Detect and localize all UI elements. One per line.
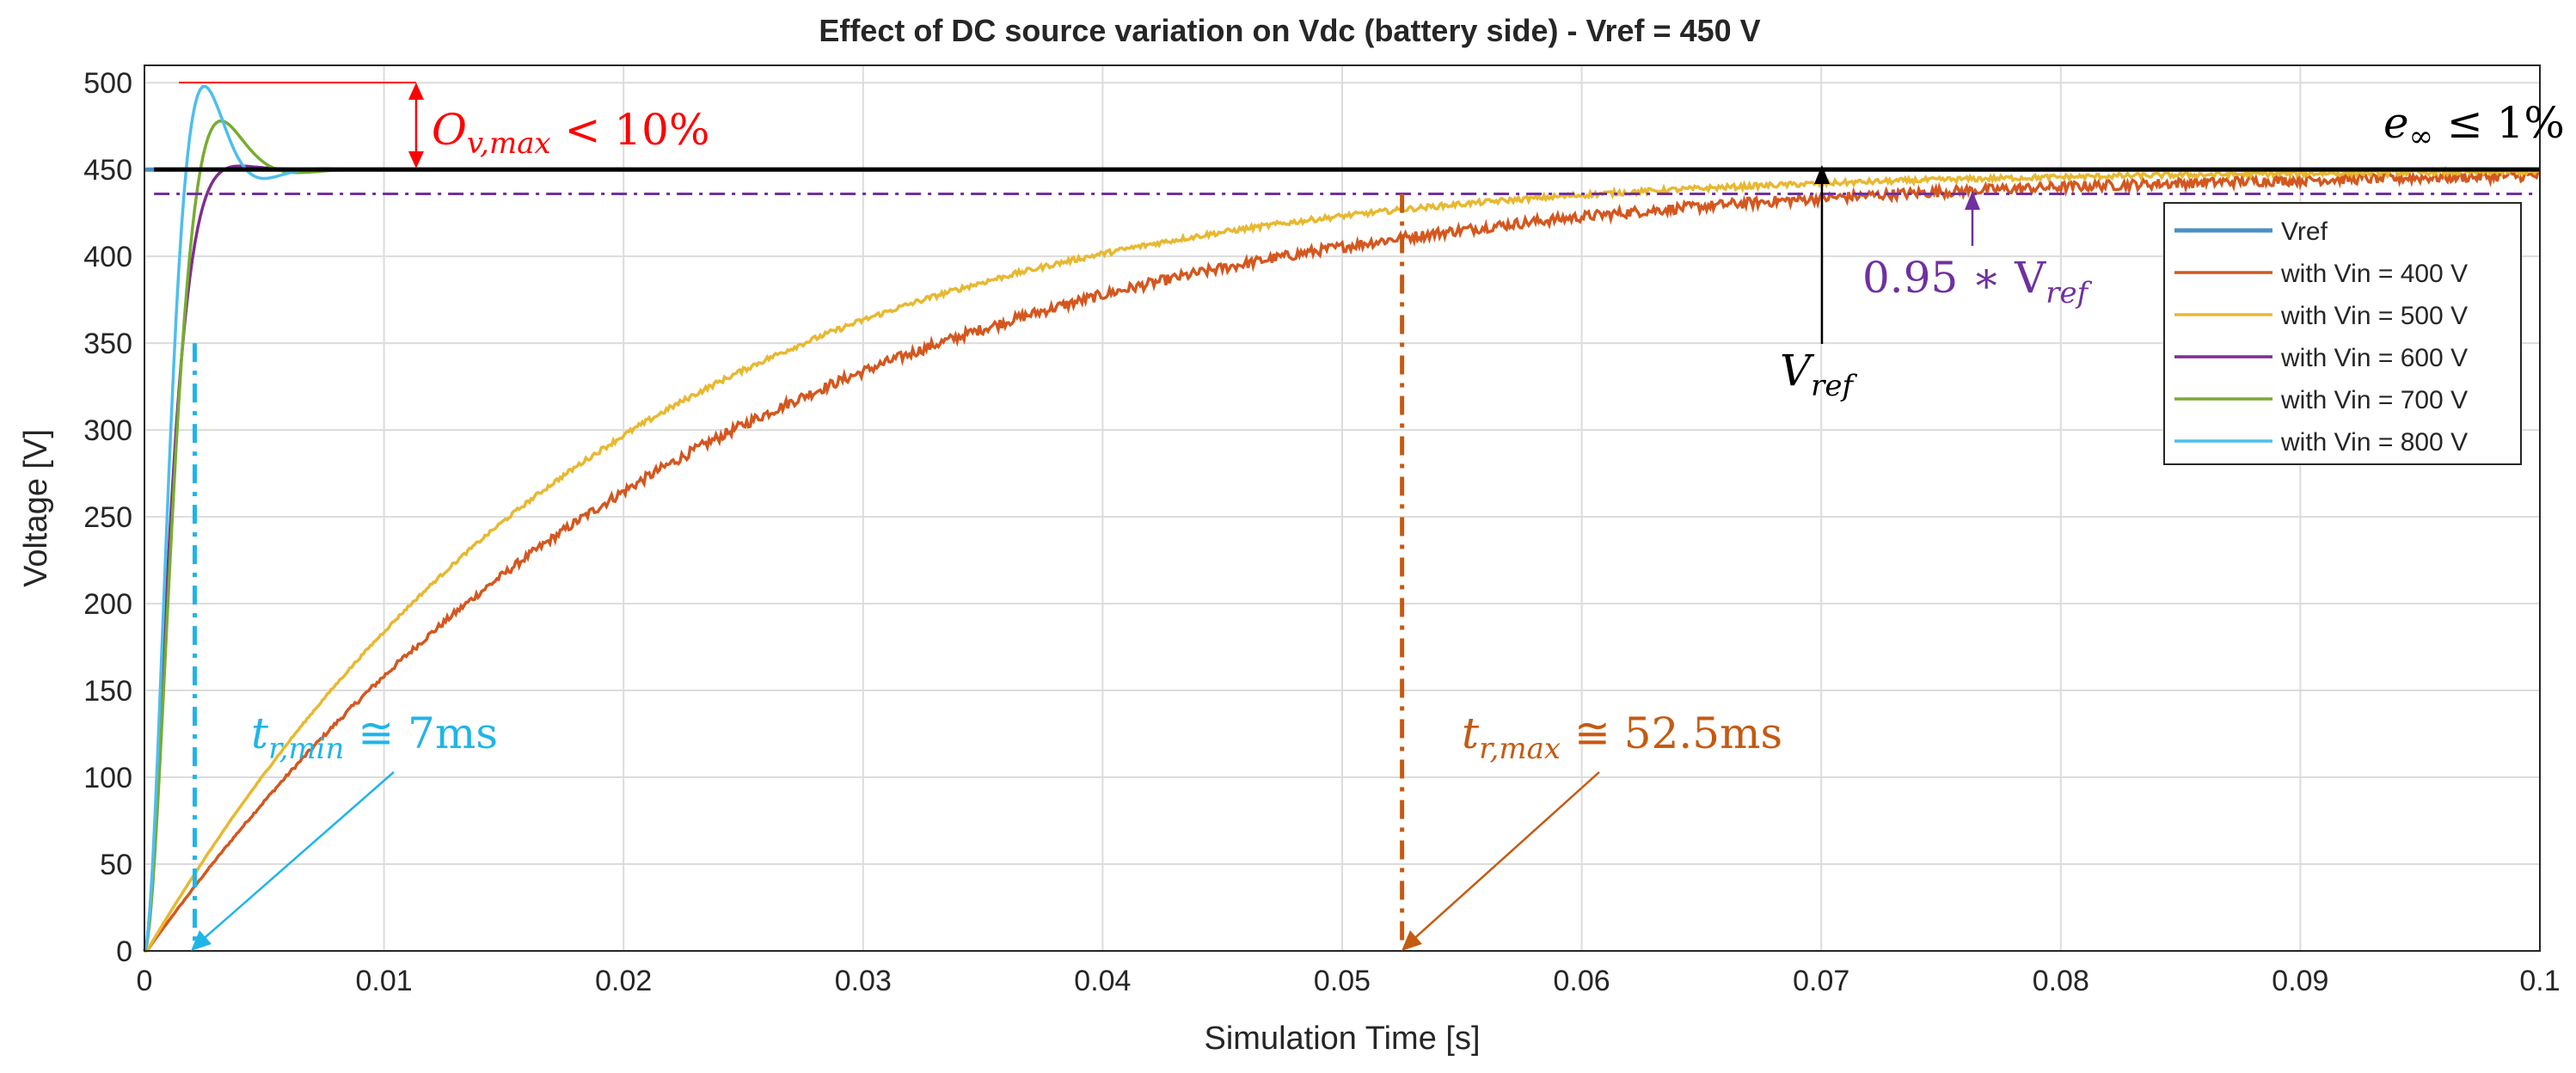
tmax-annotation: tr,max ≅ 52.5ms bbox=[1462, 708, 1782, 766]
overshoot-annotation: Ov,max < 10% bbox=[432, 105, 710, 161]
tmin-arrow-line bbox=[199, 771, 395, 943]
tmax-arrow-icon bbox=[1401, 930, 1422, 951]
annotations: Ov,max < 10% e∞ ≤ 1% Vref 0.95 ∗ Vref tr… bbox=[179, 82, 2565, 951]
y-tick-label: 150 bbox=[83, 675, 132, 708]
x-tick-label: 0.01 bbox=[356, 965, 413, 997]
x-tick-label: 0.08 bbox=[2033, 965, 2089, 997]
y-tick-label: 100 bbox=[83, 762, 132, 794]
error-annotation: e∞ ≤ 1% bbox=[2383, 98, 2565, 154]
legend: Vref with Vin = 400 V with Vin = 500 V with… bbox=[2163, 202, 2522, 465]
chart-title: Effect of DC source variation on Vdc (ba… bbox=[819, 13, 1760, 48]
x-tick-label: 0.02 bbox=[595, 965, 652, 997]
y-tick-label: 50 bbox=[100, 849, 132, 881]
y-tick-label: 350 bbox=[83, 328, 132, 360]
tmin-arrow-icon bbox=[191, 930, 212, 951]
y-tick-label: 0 bbox=[116, 935, 132, 968]
legend-box bbox=[2163, 202, 2522, 465]
series-line-1 bbox=[144, 166, 2542, 953]
x-tick-label: 0.04 bbox=[1074, 965, 1131, 997]
y-tick-labels: 0 50 100 150 200 250 300 350 400 450 500 bbox=[83, 67, 132, 968]
y-tick-label: 250 bbox=[83, 501, 132, 534]
reference-lines bbox=[154, 167, 2540, 947]
y-tick-label: 450 bbox=[83, 154, 132, 187]
legend-entry: Vref bbox=[2281, 218, 2328, 246]
vref-annotation: Vref bbox=[1780, 346, 1857, 403]
tmax-arrow-line bbox=[1409, 771, 1600, 943]
legend-entry: with Vin = 600 V bbox=[2280, 344, 2468, 372]
legend-entry: with Vin = 700 V bbox=[2280, 386, 2468, 414]
tmin-annotation: tr,min ≅ 7ms bbox=[251, 708, 498, 766]
legend-entry: with Vin = 500 V bbox=[2280, 302, 2468, 330]
x-tick-label: 0.05 bbox=[1314, 965, 1371, 997]
x-tick-label: 0.09 bbox=[2272, 965, 2328, 997]
y-tick-label: 200 bbox=[83, 588, 132, 621]
y-tick-label: 500 bbox=[83, 67, 132, 100]
vref95-annotation: 0.95 ∗ Vref bbox=[1862, 253, 2093, 310]
x-axis-label: Simulation Time [s] bbox=[1205, 1021, 1481, 1057]
x-tick-label: 0.1 bbox=[2519, 965, 2560, 997]
y-axis-label: Voltage [V] bbox=[18, 429, 54, 587]
legend-entry: with Vin = 800 V bbox=[2280, 428, 2468, 457]
vref-arrow-icon bbox=[1814, 165, 1830, 184]
x-tick-label: 0.03 bbox=[835, 965, 892, 997]
series-line-2 bbox=[144, 165, 2541, 953]
x-tick-label: 0 bbox=[137, 965, 153, 997]
y-tick-label: 300 bbox=[83, 414, 132, 447]
x-tick-label: 0.07 bbox=[1793, 965, 1849, 997]
overshoot-arrow-up-icon bbox=[408, 83, 424, 100]
axes-box bbox=[144, 64, 2541, 952]
y-tick-label: 400 bbox=[83, 241, 132, 273]
x-tick-label: 0.06 bbox=[1554, 965, 1610, 997]
vref95-arrow-icon bbox=[1965, 191, 1980, 210]
overshoot-arrow-down-icon bbox=[408, 151, 424, 169]
legend-entry: with Vin = 400 V bbox=[2280, 260, 2468, 288]
x-tick-labels: 0 0.01 0.02 0.03 0.04 0.05 0.06 0.07 0.08 0.09 0.1 bbox=[137, 965, 2561, 997]
